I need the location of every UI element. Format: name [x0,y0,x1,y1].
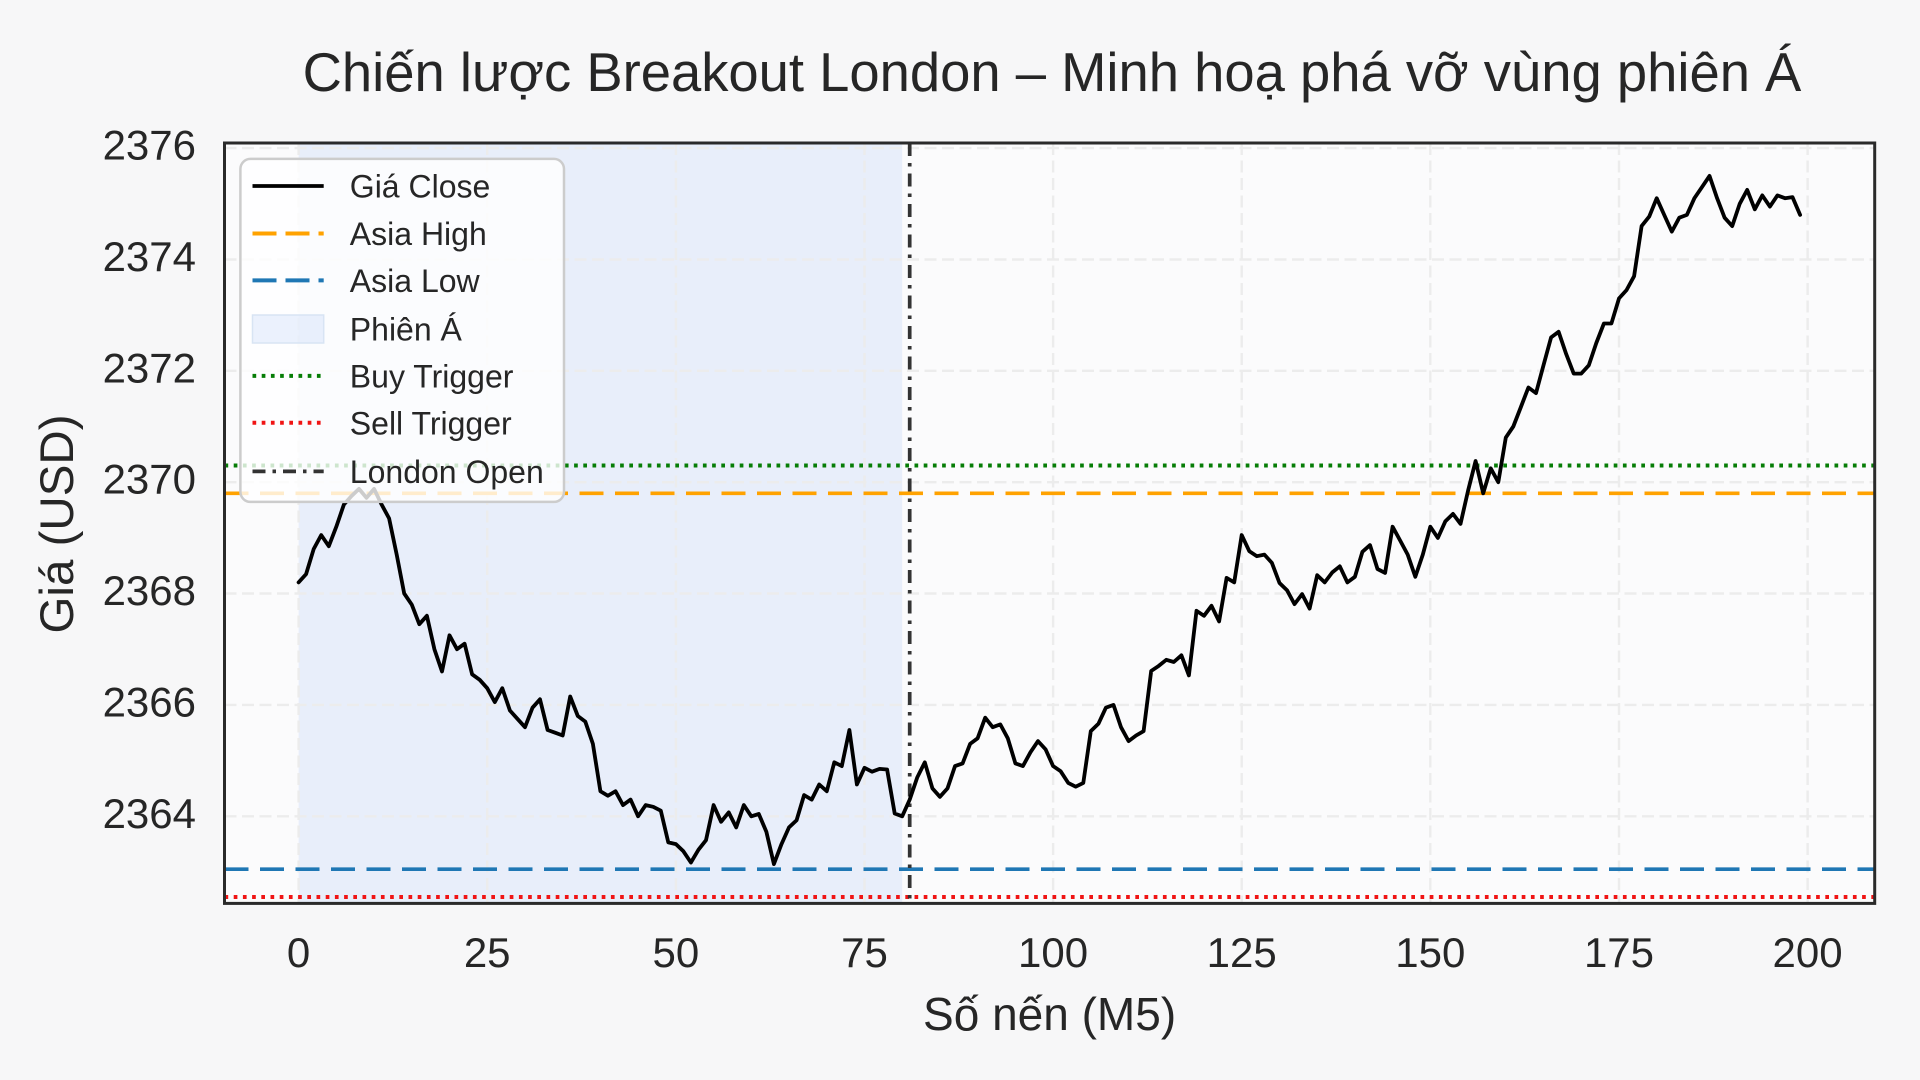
svg-text:Buy Trigger: Buy Trigger [350,358,514,394]
svg-text:200: 200 [1773,929,1843,976]
svg-text:2374: 2374 [103,233,196,280]
svg-text:2376: 2376 [103,122,196,169]
svg-text:75: 75 [841,929,888,976]
svg-text:0: 0 [287,929,310,976]
svg-text:2366: 2366 [103,678,196,725]
svg-text:175: 175 [1584,929,1654,976]
svg-text:London Open: London Open [350,454,544,490]
svg-text:2370: 2370 [103,456,196,503]
svg-text:Chiến lược Breakout London – M: Chiến lược Breakout London – Minh hoạ ph… [303,42,1802,103]
svg-text:50: 50 [653,929,700,976]
svg-text:Số nến (M5): Số nến (M5) [923,988,1176,1040]
svg-text:100: 100 [1018,929,1088,976]
svg-text:2364: 2364 [103,790,196,837]
svg-text:Phiên Á: Phiên Á [350,312,463,348]
svg-text:2368: 2368 [103,567,196,614]
svg-text:2372: 2372 [103,344,196,391]
svg-text:Giá (USD): Giá (USD) [31,414,84,633]
svg-text:Sell Trigger: Sell Trigger [350,405,512,441]
svg-text:25: 25 [464,929,511,976]
svg-text:Asia High: Asia High [350,216,487,252]
svg-text:150: 150 [1395,929,1465,976]
svg-text:125: 125 [1207,929,1277,976]
svg-text:Asia Low: Asia Low [350,263,481,299]
svg-text:Giá Close: Giá Close [350,169,491,205]
